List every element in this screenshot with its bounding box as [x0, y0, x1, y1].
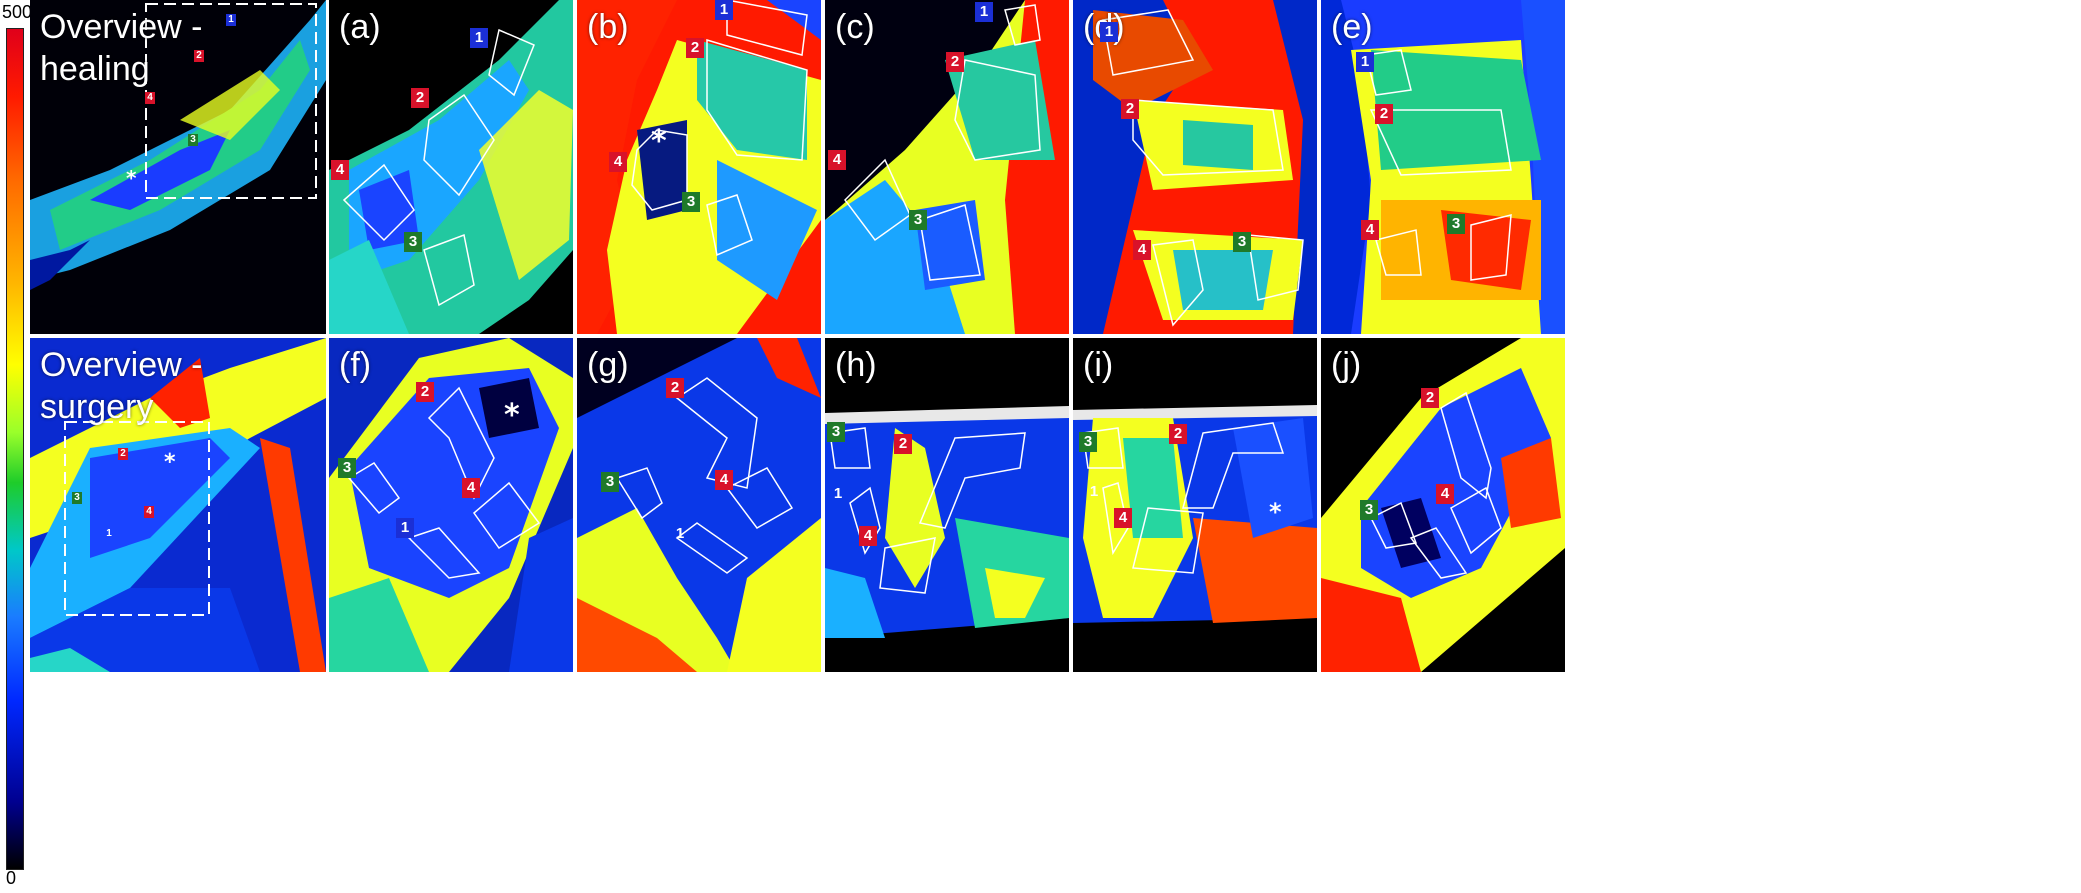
marker-1: 1	[975, 2, 993, 22]
panel-overview-healing: Overview - healing 1 2 3 4 *	[30, 0, 326, 334]
asterisk: *	[504, 398, 520, 433]
marker-3: 3	[909, 210, 927, 230]
marker-3: 3	[188, 134, 198, 146]
panel-e-image	[1321, 0, 1565, 334]
marker-2: 2	[118, 448, 128, 460]
panel-j: (j) 2 3 4	[1321, 338, 1565, 672]
panel-d: (d) 1 2 3 4	[1073, 0, 1317, 334]
marker-2: 2	[1421, 388, 1439, 408]
marker-2: 2	[416, 382, 434, 402]
marker-1: 1	[715, 0, 733, 20]
panel-b-image	[577, 0, 821, 334]
panel-a: (a) 1 2 3 4	[329, 0, 573, 334]
marker-1: 1	[470, 28, 488, 48]
panel-j-image	[1321, 338, 1565, 672]
marker-4: 4	[609, 152, 627, 172]
overview-healing-image	[30, 0, 326, 334]
marker-3: 3	[1360, 500, 1378, 520]
marker-3: 3	[1447, 214, 1465, 234]
panel-g-label: (g)	[587, 346, 629, 384]
panel-e: (e) 1 2 3 4	[1321, 0, 1565, 334]
panel-b-label: (b)	[587, 8, 629, 46]
colorbar	[6, 28, 24, 870]
marker-4: 4	[145, 92, 155, 104]
marker-2: 2	[1375, 104, 1393, 124]
marker-4: 4	[1114, 508, 1132, 528]
marker-2: 2	[1169, 424, 1187, 444]
asterisk: *	[126, 166, 137, 190]
panel-c-image	[825, 0, 1069, 334]
panel-overview-surgery-label: Overview - surgery	[40, 346, 203, 426]
marker-2: 2	[946, 52, 964, 72]
asterisk: *	[164, 450, 176, 475]
marker-4: 4	[715, 470, 733, 490]
marker-3: 3	[827, 422, 845, 442]
marker-3: 3	[601, 472, 619, 492]
marker-4: 4	[462, 478, 480, 498]
marker-4: 4	[859, 526, 877, 546]
panel-f-label: (f)	[339, 346, 372, 384]
panel-e-label: (e)	[1331, 8, 1373, 46]
marker-2: 2	[1121, 99, 1139, 119]
marker-1: 1	[1356, 52, 1374, 72]
marker-1: 1	[833, 485, 843, 502]
marker-3: 3	[72, 492, 82, 504]
panel-g: (g) 2 3 4 1	[577, 338, 821, 672]
marker-2: 2	[194, 50, 204, 62]
marker-3: 3	[1079, 432, 1097, 452]
panel-a-label: (a)	[339, 8, 381, 46]
panel-c-label: (c)	[835, 8, 875, 46]
asterisk: *	[1269, 498, 1282, 526]
panel-h-label: (h)	[835, 346, 877, 384]
marker-1: 1	[675, 525, 685, 542]
marker-2: 2	[666, 378, 684, 398]
panel-h-image	[825, 338, 1069, 672]
marker-1: 1	[1100, 22, 1118, 42]
marker-4: 4	[1133, 240, 1151, 260]
marker-4: 4	[1361, 220, 1379, 240]
panel-f: (f) 2 3 4 1 *	[329, 338, 573, 672]
marker-3: 3	[404, 232, 422, 252]
panel-g-image	[577, 338, 821, 672]
panel-d-image	[1073, 0, 1317, 334]
colorbar-max-label: 500	[2, 2, 33, 22]
panel-a-image	[329, 0, 573, 334]
marker-3: 3	[338, 458, 356, 478]
panel-c: (c) 1 2 3 4	[825, 0, 1069, 334]
marker-3: 3	[682, 192, 700, 212]
panel-b: (b) 1 2 3 4 *	[577, 0, 821, 334]
marker-1: 1	[1089, 483, 1099, 500]
overview-surgery-image	[30, 338, 326, 672]
panel-j-label: (j)	[1331, 346, 1362, 384]
marker-2: 2	[686, 38, 704, 58]
panel-i-label: (i)	[1083, 346, 1114, 384]
marker-4: 4	[1436, 484, 1454, 504]
panel-i-image	[1073, 338, 1317, 672]
colorbar-min-label: 0	[6, 868, 17, 888]
panel-overview-healing-label: Overview - healing	[40, 8, 203, 88]
marker-1: 1	[396, 518, 414, 538]
marker-4: 4	[144, 506, 154, 518]
marker-2: 2	[894, 434, 912, 454]
marker-4: 4	[331, 160, 349, 180]
panel-overview-surgery: Overview - surgery 2 3 4 1 *	[30, 338, 326, 672]
asterisk: *	[651, 124, 667, 159]
panel-i: (i) 3 2 1 4 *	[1073, 338, 1317, 672]
marker-2: 2	[411, 88, 429, 108]
marker-1: 1	[106, 528, 112, 539]
marker-4: 4	[828, 150, 846, 170]
marker-1: 1	[226, 14, 236, 26]
panel-h: (h) 3 2 1 4	[825, 338, 1069, 672]
panel-f-image	[329, 338, 573, 672]
marker-3: 3	[1233, 232, 1251, 252]
